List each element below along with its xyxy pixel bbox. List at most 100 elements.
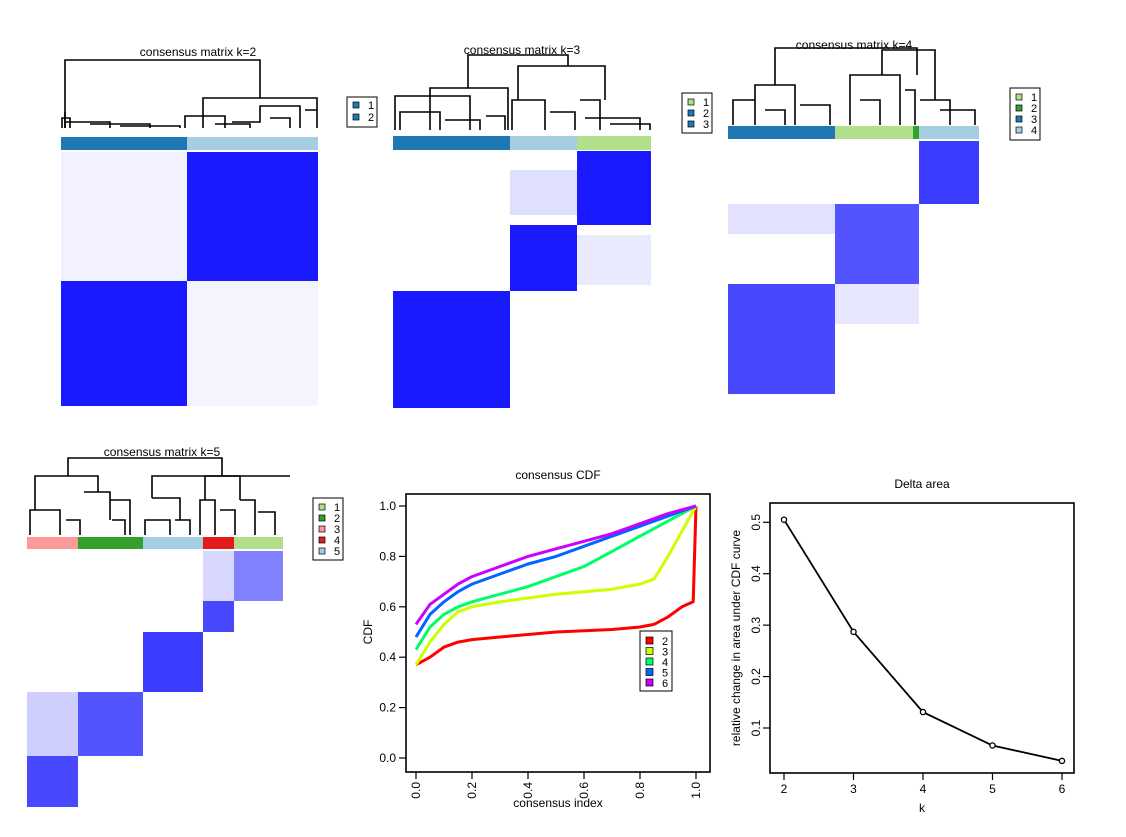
k2-legend-box (346, 96, 378, 128)
k4-legend-swatch-4 (1015, 126, 1023, 134)
consensus-cdf-chart: consensus CDF 0.0 0.2 0.4 0.6 0.8 1.0 0.0 0.2 0.… (361, 468, 711, 810)
k2-dendrogram (61, 59, 318, 128)
k2-heatmap (61, 152, 318, 406)
k3-legend-label-3: 3 (703, 119, 709, 131)
k5-offdiag-shade-2 (27, 692, 78, 756)
k4-offdiag-shade-1 (728, 204, 835, 234)
cdf-y-axis-label: CDF (361, 620, 375, 645)
cdf-legend-label-3: 3 (662, 647, 668, 659)
k5-legend-label-2: 2 (334, 513, 340, 525)
cdf-line-k3 (414, 505, 698, 666)
cdf-legend-label-2: 2 (662, 636, 668, 648)
delta-x-axis-label: k (919, 801, 926, 815)
k2-title: consensus matrix k=2 (140, 45, 257, 59)
k4-legend-label-2: 2 (1031, 103, 1037, 115)
k4-heatmap (728, 141, 979, 394)
k4-legend-box (1009, 87, 1041, 141)
k5-cluster-bar-cluster-3 (143, 537, 203, 549)
k5-legend-swatch-5 (318, 547, 326, 555)
delta-x-tick-label: 4 (920, 782, 927, 796)
k3-legend-box (681, 92, 713, 134)
cdf-line-k4 (414, 504, 697, 651)
k4-legend-label-3: 3 (1031, 114, 1037, 126)
cdf-x-tick-label: 0.4 (521, 782, 535, 799)
k5-legend-label-1: 1 (334, 502, 340, 514)
k5-heatmap (27, 551, 283, 807)
cdf-y-tick-label: 0.4 (379, 650, 396, 664)
k3-legend: 1 2 3 (681, 92, 713, 134)
consensus-matrix-k4-panel: consensus matrix k=4 1 2 3 (728, 38, 1041, 394)
k5-cluster-bar-cluster-1 (27, 537, 78, 549)
delta-plot-frame (769, 502, 1075, 774)
k4-legend-label-4: 4 (1031, 125, 1037, 137)
k5-legend-label-4: 4 (334, 535, 340, 547)
k5-legend-box (312, 497, 344, 561)
delta-line (783, 519, 1063, 762)
cdf-x-tick-label: 0.0 (409, 782, 423, 799)
k4-cluster-bar-cluster-4 (919, 126, 979, 139)
k5-legend-swatch-1 (318, 503, 326, 511)
k4-offdiag-shade-2 (835, 284, 919, 324)
k2-block-texture-1 (61, 152, 187, 281)
cdf-legend-swatch-2 (645, 636, 654, 645)
delta-point-k2 (780, 516, 788, 523)
k3-block-cluster-3 (577, 151, 651, 225)
cdf-y-tick-label: 0.2 (379, 701, 396, 715)
k5-block-cluster-5 (234, 551, 283, 601)
k2-block-texture-2 (187, 281, 318, 406)
k4-legend-label-1: 1 (1031, 92, 1037, 104)
k5-legend-label-3: 3 (334, 524, 340, 536)
k3-title: consensus matrix k=3 (464, 43, 581, 57)
cdf-title: consensus CDF (515, 468, 600, 482)
cdf-x-tick-label: 0.2 (465, 782, 479, 799)
cdf-x-tick-label: 0.6 (577, 782, 591, 799)
k2-legend-label-2: 2 (368, 112, 374, 124)
cdf-x-tick-label: 0.8 (633, 782, 647, 799)
k5-block-cluster-1 (27, 756, 78, 807)
k2-cluster-bar-cluster-2 (187, 137, 318, 150)
cdf-series-lines (414, 504, 698, 667)
cdf-line-k2 (415, 505, 698, 667)
k5-block-cluster-2 (78, 692, 143, 756)
k2-block-cluster-2 (187, 152, 318, 281)
k2-cluster-bar (61, 137, 318, 150)
delta-y-axis-label: relative change in area under CDF curve (729, 530, 743, 746)
cdf-line-k6 (414, 504, 697, 626)
k3-cluster-bar-cluster-3 (577, 136, 651, 150)
k2-legend: 1 2 (346, 96, 378, 128)
cdf-y-tick-label: 0.0 (379, 751, 396, 765)
k5-cluster-bar (27, 537, 283, 549)
k5-title: consensus matrix k=5 (104, 445, 221, 459)
delta-x-tick-label: 5 (989, 782, 996, 796)
delta-point-k3 (850, 628, 857, 636)
k3-cluster-bar (393, 136, 651, 150)
delta-point-k6 (1058, 757, 1066, 765)
k2-cluster-bar-cluster-1 (61, 137, 187, 150)
k4-cluster-bar-cluster-1 (728, 126, 835, 139)
delta-point-k5 (989, 742, 996, 749)
k3-legend-swatch-3 (687, 120, 695, 128)
cdf-legend-label-6: 6 (662, 678, 668, 690)
k3-legend-swatch-2 (687, 109, 695, 117)
k2-legend-swatch-2 (352, 113, 360, 121)
k3-cluster-bar-cluster-1 (393, 136, 510, 150)
k5-legend: 1 2 3 4 5 (312, 497, 344, 561)
cdf-x-axis-label: consensus index (513, 796, 602, 810)
k3-legend-label-2: 2 (703, 108, 709, 120)
k5-offdiag-shade-1 (203, 551, 234, 601)
k2-block-cluster-1 (61, 281, 187, 406)
k4-block-cluster-2 (835, 204, 919, 284)
delta-x-tick-label: 3 (850, 782, 857, 796)
k4-legend: 1 2 3 4 (1009, 87, 1041, 141)
k3-dendrogram (394, 54, 651, 130)
cdf-y-tick-label: 1.0 (379, 499, 396, 513)
cdf-y-tick-label: 0.6 (379, 600, 396, 614)
k4-cluster-bar (728, 126, 979, 139)
k5-block-cluster-3 (143, 632, 203, 692)
delta-series (780, 516, 1066, 765)
k5-legend-swatch-3 (318, 525, 326, 533)
delta-y-tick-label: 0.2 (749, 668, 763, 685)
consensus-matrix-k5-panel: consensus matrix k=5 1 (27, 445, 344, 807)
